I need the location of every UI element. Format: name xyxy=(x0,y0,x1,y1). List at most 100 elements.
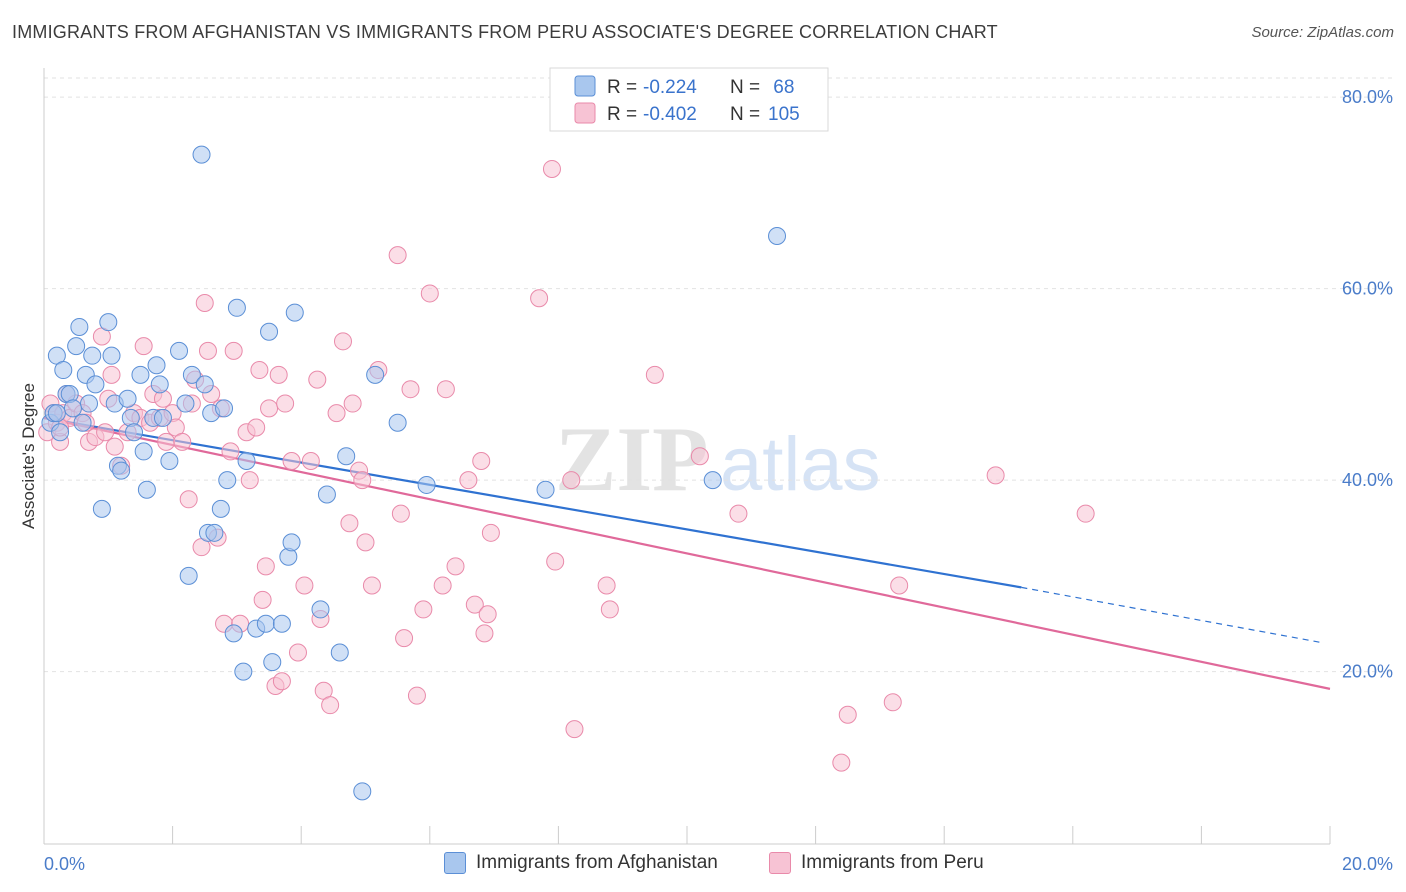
legend-r-label-afghanistan: R = xyxy=(607,77,637,98)
point-peru xyxy=(433,576,452,595)
y-tick-label: 80.0% xyxy=(1342,87,1393,107)
point-afghanistan xyxy=(263,653,282,672)
point-afghanistan xyxy=(703,471,722,490)
point-afghanistan xyxy=(147,356,166,375)
point-peru xyxy=(247,418,266,437)
point-peru xyxy=(395,629,414,648)
bottom-legend-swatch-peru xyxy=(769,852,791,874)
point-peru xyxy=(250,361,269,380)
y-tick-label: 20.0% xyxy=(1342,662,1393,682)
x-tick-label: 0.0% xyxy=(44,854,85,874)
trend-layer xyxy=(43,416,1331,690)
point-afghanistan xyxy=(47,404,66,423)
point-afghanistan xyxy=(80,394,99,413)
point-peru xyxy=(173,432,192,451)
point-afghanistan xyxy=(536,480,555,499)
point-afghanistan xyxy=(317,485,336,504)
point-peru xyxy=(436,380,455,399)
point-peru xyxy=(600,600,619,619)
point-peru xyxy=(340,514,359,533)
point-afghanistan xyxy=(234,662,253,681)
point-afghanistan xyxy=(54,361,73,380)
legend-r-value-peru: -0.402 xyxy=(643,104,697,125)
point-afghanistan xyxy=(83,346,102,365)
point-afghanistan xyxy=(366,365,385,384)
point-afghanistan xyxy=(70,317,89,336)
point-peru xyxy=(195,294,214,313)
point-peru xyxy=(295,576,314,595)
point-peru xyxy=(288,643,307,662)
point-afghanistan xyxy=(215,399,234,418)
stats-legend-box xyxy=(549,67,829,132)
trendline-afghanistan xyxy=(43,416,1022,589)
trendline-peru xyxy=(43,416,1331,690)
point-peru xyxy=(472,452,491,470)
point-peru xyxy=(198,341,217,360)
point-afghanistan xyxy=(224,624,243,643)
point-peru xyxy=(1076,504,1095,523)
point-afghanistan xyxy=(86,375,105,394)
point-peru xyxy=(414,600,433,619)
point-peru xyxy=(478,605,497,624)
bottom-legend-label-afghanistan: Immigrants from Afghanistan xyxy=(476,852,718,873)
point-peru xyxy=(224,341,243,360)
point-afghanistan xyxy=(260,322,279,341)
point-peru xyxy=(729,504,748,523)
legend-swatch-peru xyxy=(574,102,596,124)
point-peru xyxy=(333,332,352,351)
point-afghanistan xyxy=(134,442,153,461)
y-tick-label: 40.0% xyxy=(1342,470,1393,490)
point-afghanistan xyxy=(272,614,291,633)
stats-legend: R = -0.224 N = 68 R = -0.402 N = 105 xyxy=(549,67,829,132)
point-peru xyxy=(446,557,465,576)
point-afghanistan xyxy=(112,461,131,480)
point-afghanistan xyxy=(195,375,214,394)
point-afghanistan xyxy=(256,614,275,633)
source-label: Source: ZipAtlas.com xyxy=(1251,24,1394,41)
tick-label-layer: 20.0% 40.0% 60.0% 80.0% 0.0% 20.0% xyxy=(44,87,1393,874)
point-afghanistan xyxy=(211,499,230,518)
point-peru xyxy=(597,576,616,595)
point-afghanistan xyxy=(337,447,356,466)
point-peru xyxy=(301,452,320,470)
point-peru xyxy=(565,720,584,739)
points-layer xyxy=(38,145,1095,801)
point-peru xyxy=(459,471,478,490)
legend-n-value-afghanistan: 68 xyxy=(768,77,794,98)
point-afghanistan xyxy=(131,365,150,384)
point-afghanistan xyxy=(282,533,301,552)
point-peru xyxy=(388,246,407,265)
point-afghanistan xyxy=(153,408,172,427)
point-afghanistan xyxy=(67,337,86,356)
bottom-legend-label-peru: Immigrants from Peru xyxy=(801,852,984,873)
point-peru xyxy=(883,693,902,712)
point-peru xyxy=(353,471,372,490)
point-afghanistan xyxy=(218,471,237,490)
trendline-afghanistan-projection xyxy=(1021,586,1324,644)
point-peru xyxy=(102,365,121,384)
point-afghanistan xyxy=(182,365,201,384)
point-peru xyxy=(546,552,565,571)
point-afghanistan xyxy=(102,346,121,365)
point-afghanistan xyxy=(768,226,787,245)
point-peru xyxy=(179,490,198,509)
point-peru xyxy=(282,452,301,470)
point-afghanistan xyxy=(170,341,189,360)
point-afghanistan xyxy=(63,399,82,418)
point-peru xyxy=(465,595,484,614)
point-afghanistan xyxy=(285,303,304,322)
point-afghanistan xyxy=(237,452,256,470)
point-afghanistan xyxy=(388,413,407,432)
watermark-atlas: atlas xyxy=(720,422,881,507)
point-peru xyxy=(986,466,1005,485)
point-peru xyxy=(327,404,346,423)
point-afghanistan xyxy=(330,643,349,662)
point-peru xyxy=(321,696,340,715)
point-afghanistan xyxy=(353,782,372,801)
point-peru xyxy=(343,394,362,413)
point-afghanistan xyxy=(417,475,436,494)
point-peru xyxy=(260,399,279,418)
legend-r-label-peru: R = xyxy=(607,104,637,125)
point-afghanistan xyxy=(92,499,111,518)
point-peru xyxy=(562,471,581,490)
